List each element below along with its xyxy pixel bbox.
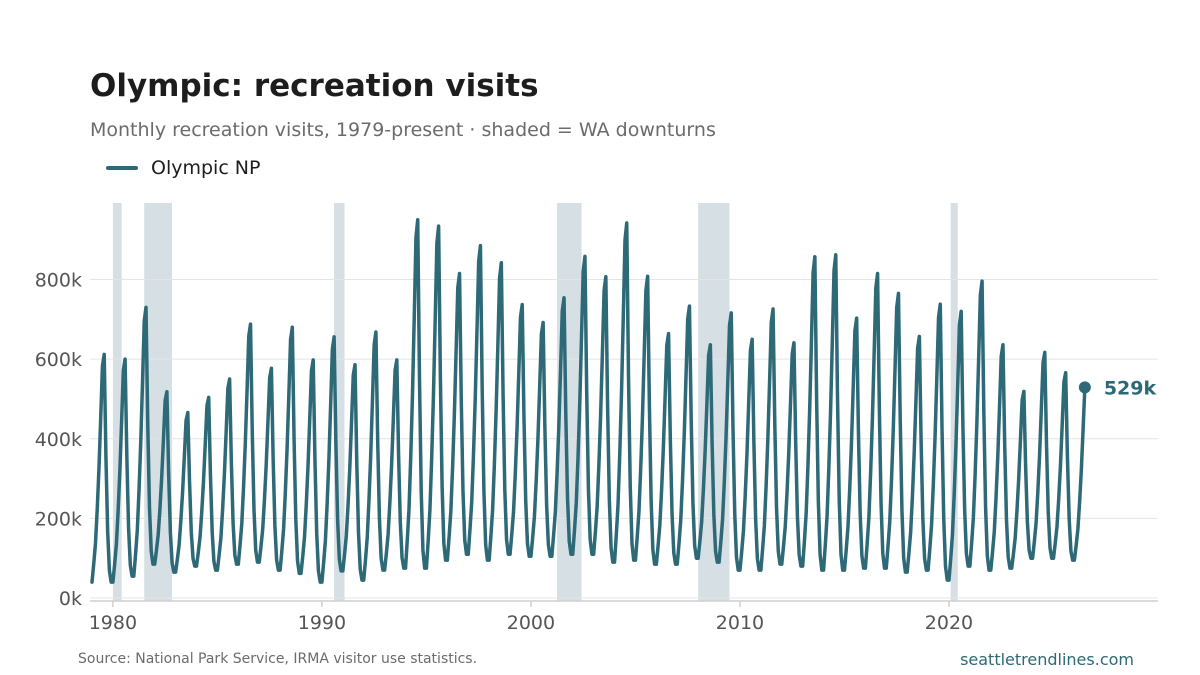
x-tick-label-2000: 2000	[507, 612, 555, 634]
series-end-point	[1078, 381, 1091, 394]
site-link[interactable]: seattletrendlines.com	[960, 650, 1134, 669]
shaded-period-6	[950, 203, 958, 601]
y-tick-label-800k: 800k	[35, 270, 82, 292]
x-tick-label-2010: 2010	[716, 612, 764, 634]
y-axis-ticks: 0k 200k 400k 600k 800k	[35, 270, 82, 611]
x-tick-label-1980: 1980	[89, 612, 137, 634]
y-tick-label-400k: 400k	[35, 429, 82, 451]
series-olympic-np: 529k	[90, 218, 1157, 584]
series-end-label: 529k	[1104, 377, 1157, 399]
shaded-periods	[112, 203, 958, 601]
chart-subtitle: Monthly recreation visits, 1979-present …	[90, 119, 716, 141]
legend-label-olympic-np: Olympic NP	[151, 157, 261, 179]
y-tick-label-600k: 600k	[35, 349, 82, 371]
y-tick-label-200k: 200k	[35, 508, 82, 530]
x-axis-ticks: 1980 1990 2000 2010 2020	[89, 601, 973, 634]
x-tick-label-1990: 1990	[298, 612, 346, 634]
shaded-period-3	[334, 203, 345, 601]
shaded-period-1	[112, 203, 122, 601]
x-tick-label-2020: 2020	[925, 612, 973, 634]
chart-title: Olympic: recreation visits	[90, 68, 539, 104]
legend-swatch-olympic-np	[106, 166, 138, 170]
legend: Olympic NP	[106, 157, 260, 179]
series-line-olympic-np	[90, 218, 1087, 584]
source-note: Source: National Park Service, IRMA visi…	[78, 651, 478, 667]
y-tick-label-0k: 0k	[59, 588, 82, 610]
